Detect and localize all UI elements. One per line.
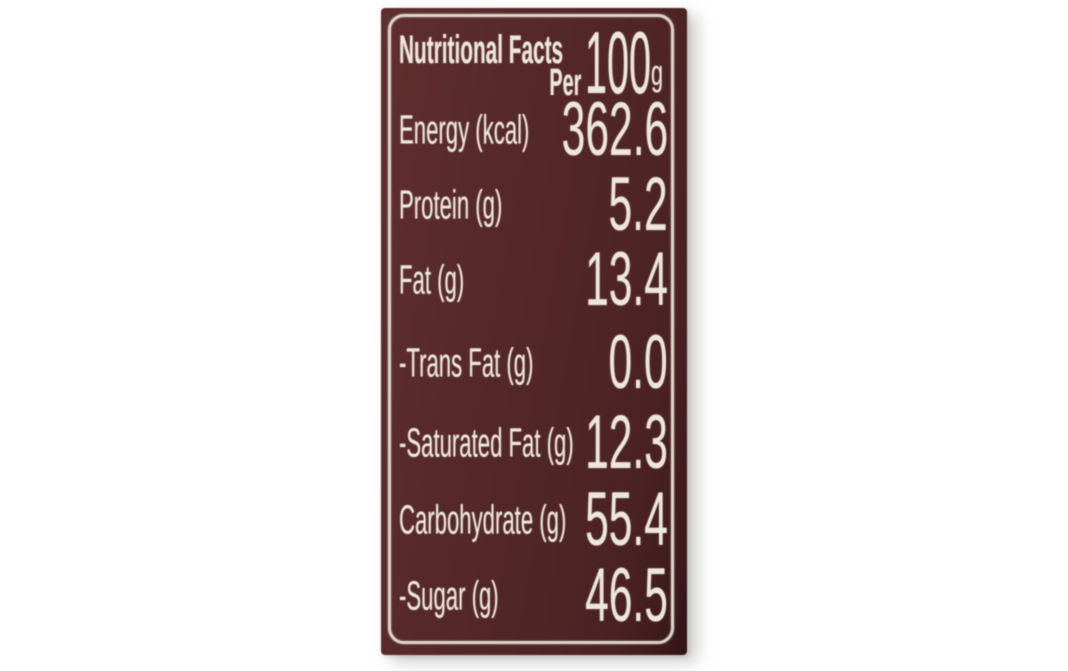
nutrition-row-energy: Energy (kcal) 362.6 — [381, 87, 687, 172]
nutrient-name: -Sugar (g) — [399, 572, 499, 619]
label-title: Nutritional Facts — [399, 28, 564, 72]
serving-amount: 100 — [585, 13, 652, 112]
nutrient-value: 46.5 — [585, 553, 668, 638]
per-label: Per — [549, 62, 581, 104]
label-border — [388, 14, 674, 644]
nutrition-row-trans-fat: -Trans Fat (g) 0.0 — [381, 320, 687, 405]
nutrient-name: Carbohydrate (g) — [399, 496, 567, 543]
nutrient-name: Energy (kcal) — [399, 106, 530, 153]
nutrient-name: -Saturated Fat (g) — [399, 419, 574, 466]
nutrient-value: 12.3 — [585, 400, 668, 485]
nutrient-name: Protein (g) — [399, 181, 503, 228]
nutrient-value: 13.4 — [585, 237, 668, 322]
nutrient-name: -Trans Fat (g) — [399, 339, 534, 386]
nutrition-row-sugar: -Sugar (g) 46.5 — [381, 553, 687, 638]
nutrition-row-protein: Protein (g) 5.2 — [381, 162, 687, 247]
nutrient-name: Fat (g) — [399, 256, 465, 303]
nutrient-value: 0.0 — [608, 320, 668, 405]
nutrient-value: 362.6 — [561, 87, 668, 172]
nutrition-row-saturated-fat: -Saturated Fat (g) 12.3 — [381, 400, 687, 485]
nutrient-value: 5.2 — [608, 162, 668, 247]
nutrition-row-carbohydrate: Carbohydrate (g) 55.4 — [381, 477, 687, 562]
serving-unit: g — [651, 52, 664, 93]
nutrition-row-fat: Fat (g) 13.4 — [381, 237, 687, 322]
nutrient-value: 55.4 — [585, 477, 668, 562]
nutrition-label: Nutritional Facts Per 100 g Energy (kcal… — [381, 8, 687, 655]
